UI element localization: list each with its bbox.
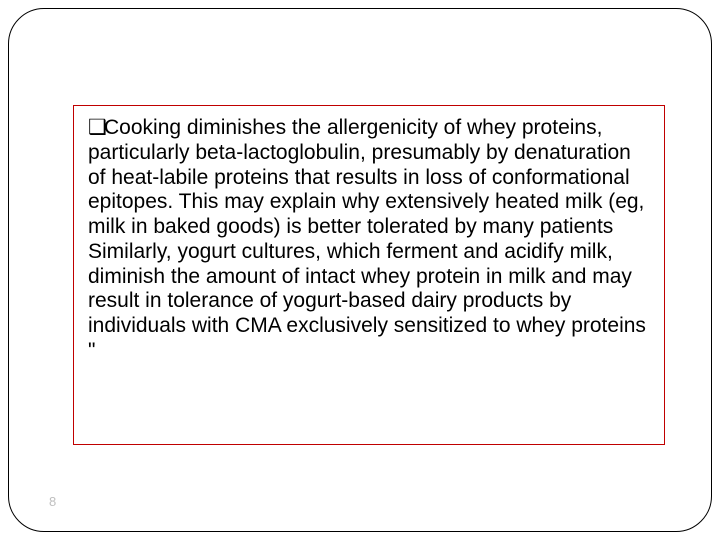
page-number: 8 (49, 494, 56, 509)
body-paragraph: ❑Cooking diminishes the allergenicity of… (88, 116, 650, 364)
bullet-icon: ❑ (88, 116, 104, 141)
content-box: ❑Cooking diminishes the allergenicity of… (73, 105, 665, 445)
body-text: Cooking diminishes the allergenicity of … (88, 116, 646, 362)
slide-frame: ❑Cooking diminishes the allergenicity of… (8, 8, 712, 532)
